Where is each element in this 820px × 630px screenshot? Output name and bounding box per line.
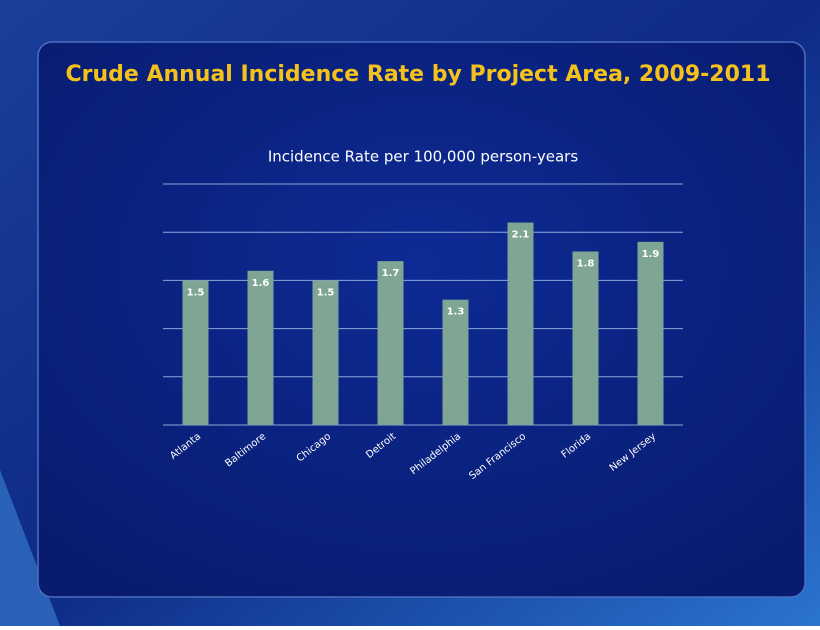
chart-subtitle: Incidence Rate per 100,000 person-years (268, 148, 579, 166)
value-label: 2.1 (512, 230, 530, 241)
value-label: 1.3 (447, 307, 465, 318)
bar (442, 299, 469, 425)
value-label: 1.5 (187, 287, 205, 298)
value-label: 1.5 (317, 287, 335, 298)
bar (572, 251, 599, 425)
value-label: 1.8 (577, 258, 595, 269)
bar (377, 261, 404, 425)
bar (312, 280, 339, 425)
panel (37, 41, 806, 598)
bar (247, 270, 274, 425)
bar (507, 222, 534, 425)
bar (182, 280, 209, 425)
value-label: 1.9 (642, 249, 660, 260)
chart-title: Crude Annual Incidence Rate by Project A… (65, 62, 770, 87)
bar (637, 241, 664, 425)
value-label: 1.6 (252, 278, 270, 289)
value-label: 1.7 (382, 268, 400, 279)
